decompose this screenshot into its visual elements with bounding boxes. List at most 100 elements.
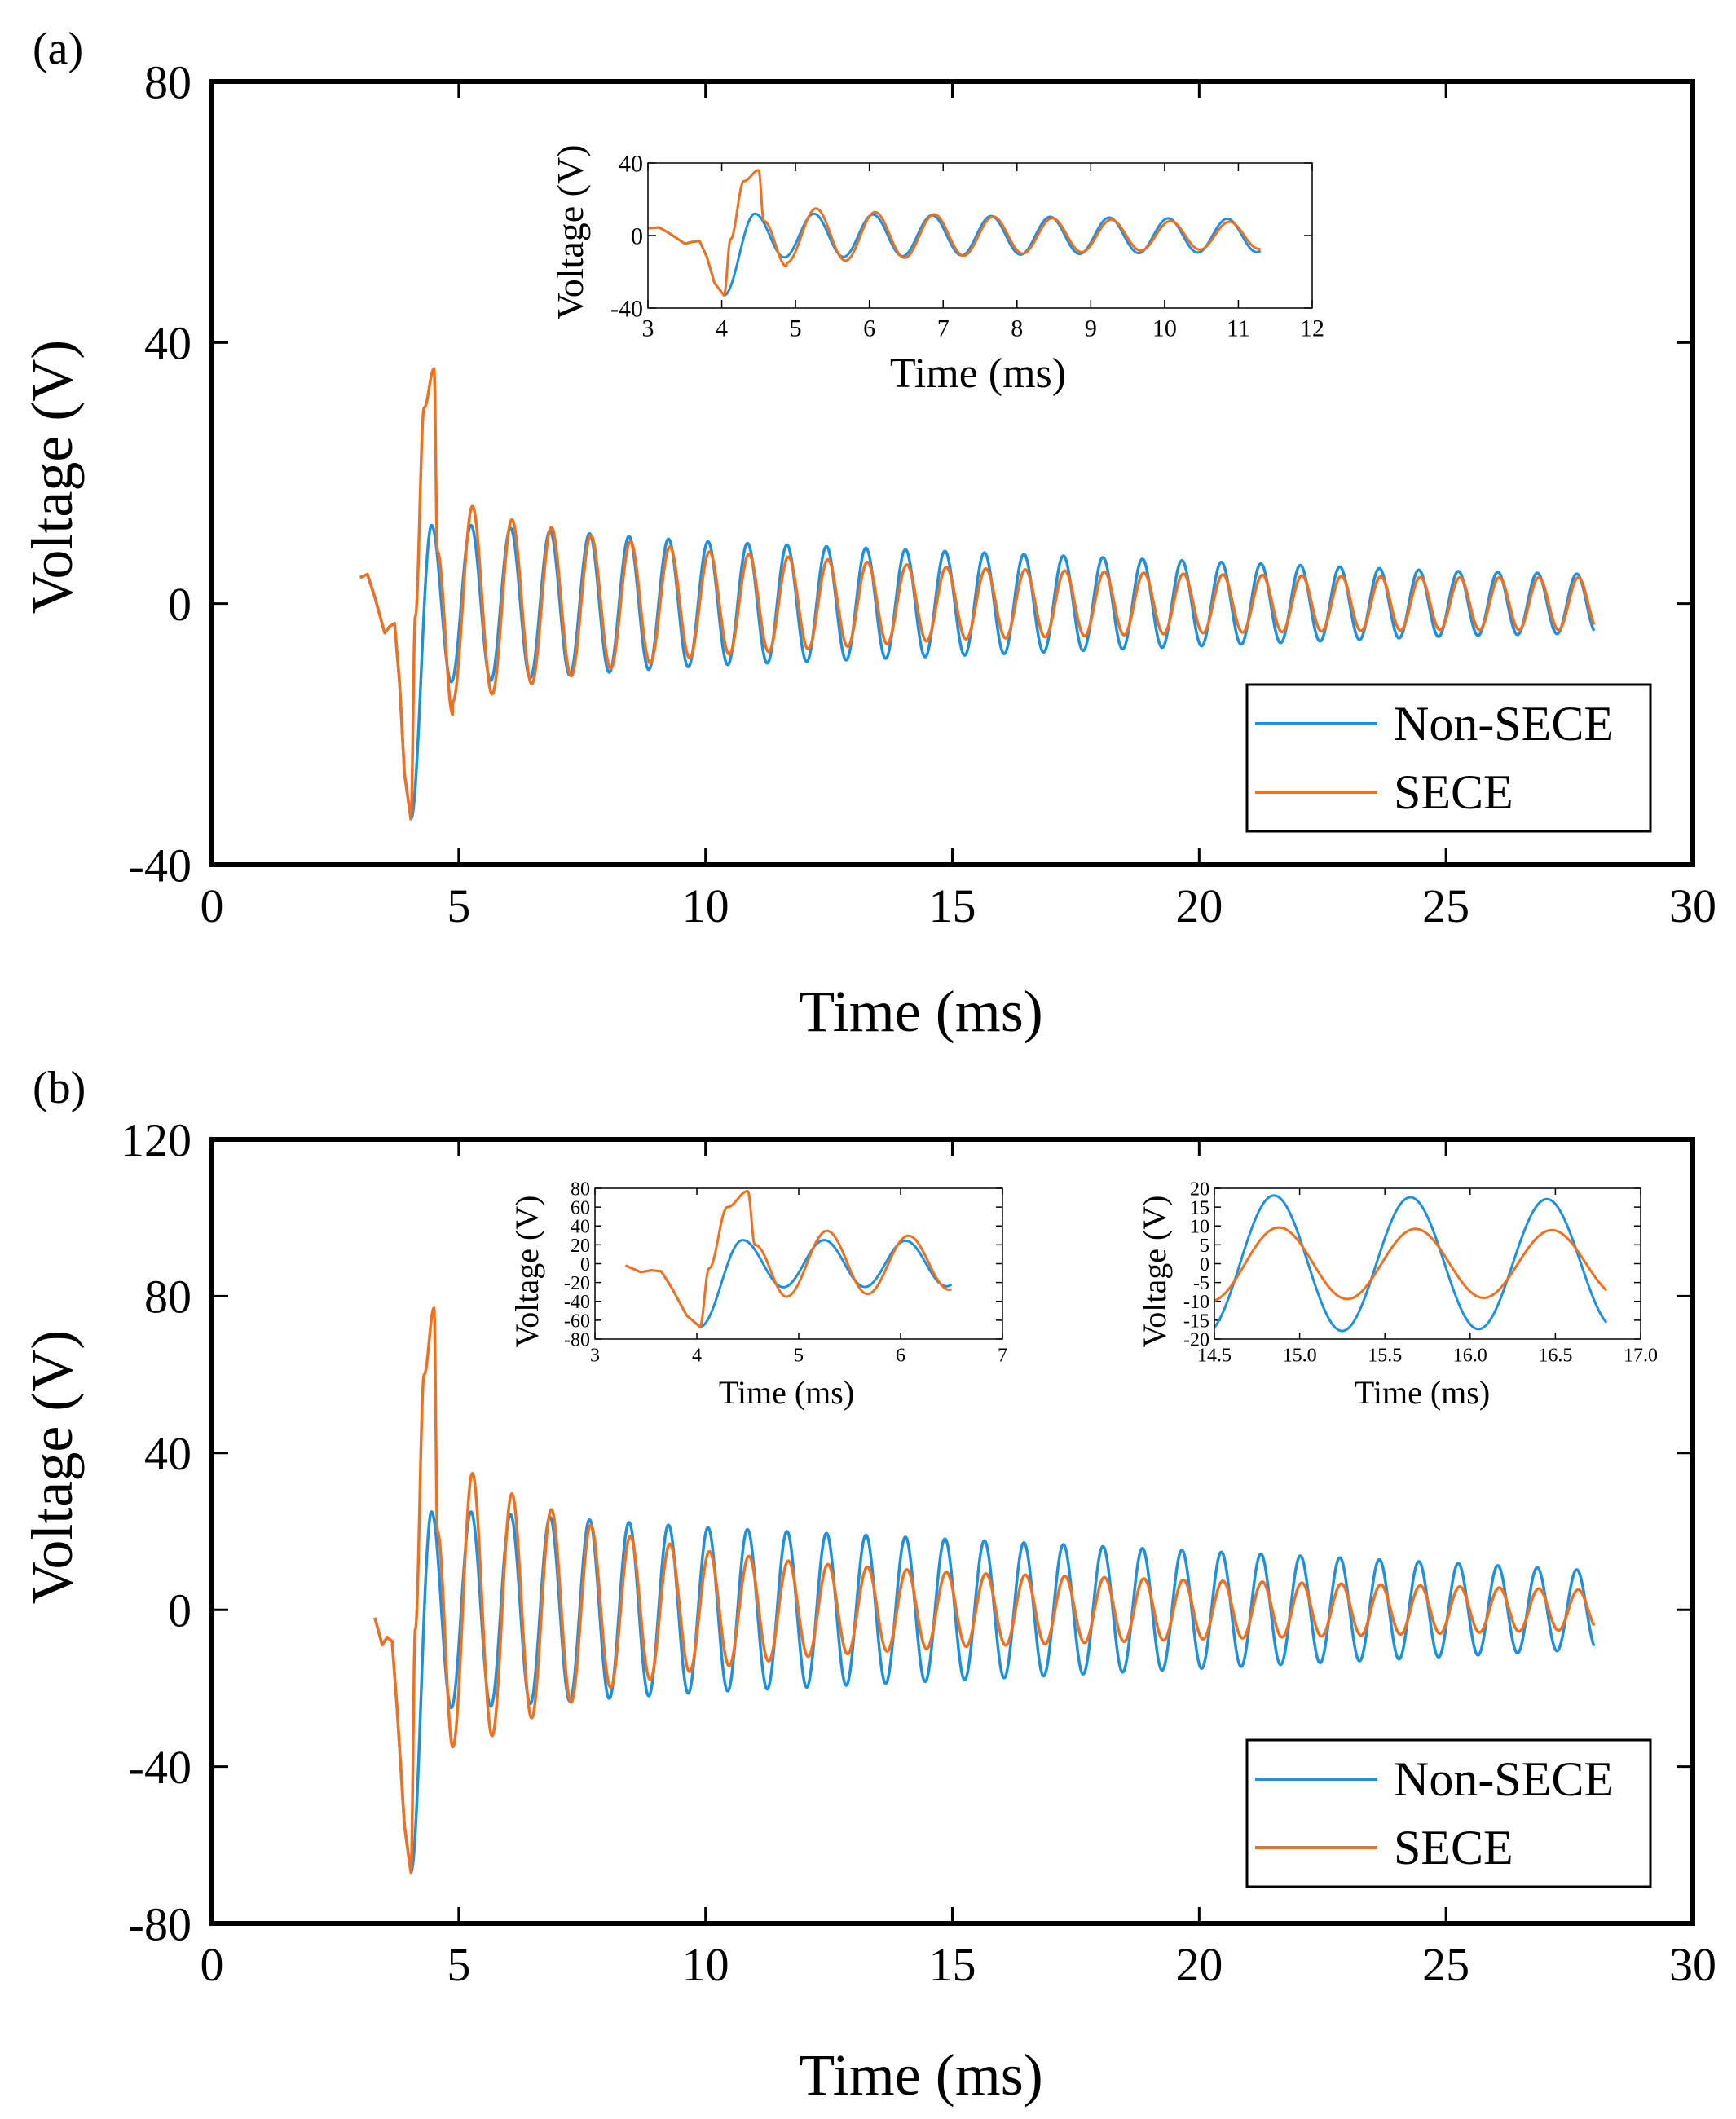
panel-b-legend-label-sece: SECE: [1394, 1821, 1513, 1874]
panel-a-inset-1-frame: [647, 162, 1313, 309]
panel-b-inset-2-background: [1214, 1188, 1641, 1339]
panel-a-inset-1-xtick-label-3: 6: [863, 315, 875, 342]
panel-b-ylabel: Voltage (V): [20, 1330, 85, 1605]
panel-a-legend-box: [1245, 683, 1652, 833]
panel-b-inset-2-xtick-label-2: 15.5: [1368, 1346, 1402, 1367]
panel-a-inset-1-xtick-label-9: 12: [1300, 315, 1324, 342]
panel-a-xtick-label-6: 30: [1669, 879, 1716, 932]
panel-a-inset-1-xtick-label-2: 5: [790, 315, 802, 342]
panel-a-inset-1-xtick-label-7: 10: [1152, 315, 1177, 342]
panel-b-ytick-label-5: 120: [121, 1113, 192, 1166]
panel-b-inset-2-ytick-label-5: 5: [1200, 1236, 1209, 1257]
panel-b-inset-2-ylabel: Voltage (V): [1136, 1196, 1173, 1348]
panel-b-legend-label-non-sece: Non-SECE: [1394, 1752, 1614, 1806]
panel-a-xlabel: Time (ms): [799, 979, 1042, 1044]
panel-a-inset-1-ytick-label-0: -40: [610, 296, 643, 323]
panel-a-inset-1-ylabel: Voltage (V): [549, 144, 591, 319]
panel-b-xtick-label-0: 0: [200, 1938, 224, 1991]
panel-b-inset-2-xlabel: Time (ms): [1355, 1374, 1490, 1411]
panel-b-xtick-label-6: 30: [1669, 1938, 1716, 1991]
panel-b-label: (b): [33, 1063, 86, 1113]
panel-a-inset-1-ytick-label-1: 0: [631, 223, 643, 250]
panel-b-legend: Non-SECE SECE: [1245, 1738, 1652, 1888]
panel-b-inset-2-ytick-label-6: 10: [1190, 1217, 1209, 1238]
panel-a-inset-1-series-non-sece-line: [646, 212, 1262, 297]
panel-b-xtick-label-2: 10: [682, 1938, 729, 1991]
panel-a-inset-1-xtick-label-8: 11: [1227, 315, 1250, 342]
panel-b-inset-2: 14.5 15.0 15.5 16.0 16.5 17.0 -20-15-10-505101…: [1136, 1178, 1658, 1411]
panel-a-ytick-label-3: 80: [144, 55, 192, 108]
panel-b-xlabel: Time (ms): [799, 2042, 1042, 2108]
panel-b-ytick-label-3: 40: [144, 1427, 192, 1480]
panel-b-ytick-label-1: -40: [129, 1741, 192, 1794]
panel-b-xtick-label-4: 20: [1175, 1938, 1223, 1991]
panel-b-inset-2-ytick-label-8: 20: [1190, 1178, 1209, 1200]
panel-a-inset-1-xtick-label-5: 8: [1011, 315, 1023, 342]
panel-b-inset-1-xtick-label-0: 3: [590, 1346, 600, 1367]
panel-b-xtick-label-1: 5: [447, 1938, 470, 1991]
panel-a-ylabel: Voltage (V): [20, 340, 85, 615]
panel-b-inset-1-background: [595, 1188, 1002, 1339]
panel-b-inset-1-ytick-label-0: -80: [564, 1329, 590, 1350]
panel-b-inset-2-ytick-label-7: 15: [1190, 1198, 1209, 1219]
panel-a-inset-1-xtick-label-1: 4: [716, 315, 728, 342]
panel-b-inset-1-ytick-label-1: -60: [564, 1311, 590, 1332]
panel-b-inset-1-xtick-label-4: 7: [998, 1346, 1007, 1367]
panel-b-series-sece-line: [373, 1306, 1596, 1874]
panel-b-inset-2-series-non-sece-line: [1213, 1194, 1608, 1333]
panel-b-ytick-label-4: 80: [144, 1271, 192, 1324]
panel-b-inset-1-ytick-label-4: 0: [580, 1254, 590, 1275]
panel-b-inset-2-series-sece-line: [1214, 1226, 1608, 1302]
panel-a-inset-1-xtick-label-6: 9: [1085, 315, 1097, 342]
panel-a-label: (a): [33, 24, 83, 74]
panel-a-legend: Non-SECE SECE: [1245, 683, 1652, 833]
panel-b-inset-2-xtick-label-5: 17.0: [1624, 1346, 1658, 1367]
panel-b-inset-2-frame: [1214, 1187, 1641, 1340]
panel-b-inset-1-ytick-label-8: 80: [571, 1178, 590, 1200]
panel-a-inset-1-xtick-label-0: 3: [642, 315, 654, 342]
panel-b-inset-2-xtick-label-1: 15.0: [1283, 1346, 1317, 1367]
panel-b-inset-2-ytick-label-2: -10: [1183, 1292, 1209, 1313]
panel-b-inset-1-frame: [594, 1187, 1003, 1340]
panel-b-inset-1-ytick-label-3: -20: [564, 1273, 590, 1294]
panel-a-inset-1-xlabel: Time (ms): [890, 350, 1066, 397]
panel-a-inset-1-plot: 3 4 5 6 7 8 9 10 11 12 -40 0 40: [610, 151, 1324, 342]
panel-b-series-non-sece-line: [373, 1510, 1596, 1874]
panel-b-inset-2-ytick-label-0: -20: [1183, 1329, 1209, 1350]
panel-b-inset-1-series-sece-line: [624, 1189, 953, 1328]
panel-b-inset-2-plot: 14.5 15.0 15.5 16.0 16.5 17.0 -20-15-10-505101…: [1183, 1178, 1658, 1366]
panel-a-ytick-label-1: 0: [168, 578, 192, 631]
panel-b-xtick-label-5: 25: [1422, 1938, 1469, 1991]
panel-a-xtick-label-2: 10: [682, 879, 729, 932]
panel-b-inset-2-xtick-label-4: 16.5: [1538, 1346, 1572, 1367]
panel-a-ytick-label-2: 40: [144, 317, 192, 370]
panel-a-inset-1-xtick-label-4: 7: [937, 315, 950, 342]
panel-b-inset-1-ytick-label-6: 40: [571, 1217, 590, 1238]
panel-a-inset-1-series-sece-line: [646, 169, 1262, 297]
panel-b-ytick-label-2: 0: [168, 1584, 192, 1637]
panel-b-inset-2-ytick-label-4: 0: [1200, 1254, 1209, 1275]
panel-a-xtick-label-1: 5: [447, 879, 470, 932]
panel-a-xtick-label-0: 0: [200, 879, 224, 932]
panel-b-inset-1-ytick-label-2: -40: [564, 1292, 590, 1313]
panel-a-inset-1: 3 4 5 6 7 8 9 10 11 12 -40 0 40 Time (ms) Voltage (V…: [549, 144, 1324, 397]
panel-b-inset-2-xtick-label-3: 16.0: [1453, 1346, 1487, 1367]
panel-b-inset-2-ytick-label-3: -5: [1193, 1273, 1209, 1294]
panel-b-inset-1-ylabel: Voltage (V): [509, 1196, 545, 1348]
panel-a-legend-label-non-sece: Non-SECE: [1394, 697, 1614, 751]
panel-b-inset-1-xtick-label-3: 6: [896, 1346, 905, 1367]
panel-b-frame: [209, 1137, 1695, 1926]
panel-a-xtick-label-5: 25: [1422, 879, 1469, 932]
panel-b-inset-1-xlabel: Time (ms): [719, 1374, 854, 1411]
panel-a-inset-1-ytick-label-2: 40: [619, 151, 643, 178]
panel-b-inset-1-xtick-label-1: 4: [692, 1346, 702, 1367]
panel-a-frame: [209, 79, 1695, 867]
panel-a-inset-1-background: [648, 163, 1312, 308]
panel-a-xtick-label-3: 15: [929, 879, 976, 932]
